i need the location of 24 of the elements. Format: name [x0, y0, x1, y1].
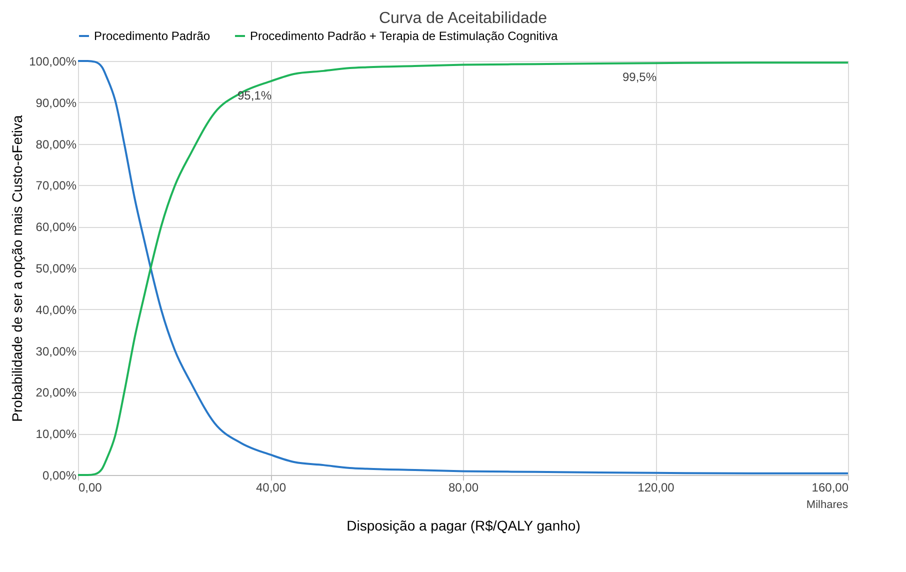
y-axis-title: Probabilidade de ser a opção mais Custo-eFetiva — [9, 114, 26, 422]
annotation: 99,5% — [622, 70, 657, 84]
y-tick-label: 80,00% — [36, 137, 77, 152]
y-tick-label: 30,00% — [36, 344, 77, 358]
x-tick-label: 80,00 — [448, 480, 479, 494]
y-tick-label: 70,00% — [36, 178, 77, 193]
y-tick-label: 20,00% — [36, 386, 77, 400]
x-tick-label: 40,00 — [256, 480, 286, 494]
y-tick-label: 0,00% — [42, 468, 77, 482]
x-axis-title: Disposição a pagar (R$/QALY ganho) — [346, 518, 580, 534]
y-tick-label: 10,00% — [36, 427, 77, 442]
annotation: 95,1% — [237, 88, 272, 102]
y-tick-label: 60,00% — [36, 220, 77, 234]
chart-title: Curva de Aceitabilidade — [378, 10, 548, 27]
y-tick-label: 100,00% — [29, 54, 77, 68]
legend-label: Procedimento Padrão — [94, 29, 210, 43]
x-tick-label: 120,00 — [638, 480, 675, 494]
x-tick-label: 0,00 — [78, 480, 102, 494]
y-tick-label: 50,00% — [36, 262, 77, 276]
text: Milhares — [806, 499, 848, 511]
y-tick-label: 40,00% — [36, 302, 77, 317]
y-tick-label: 90,00% — [36, 96, 77, 110]
x-tick-label: 160,00 — [812, 480, 849, 494]
legend-label: Procedimento Padrão + Terapia de Estimulação Cognitiva — [250, 29, 558, 43]
